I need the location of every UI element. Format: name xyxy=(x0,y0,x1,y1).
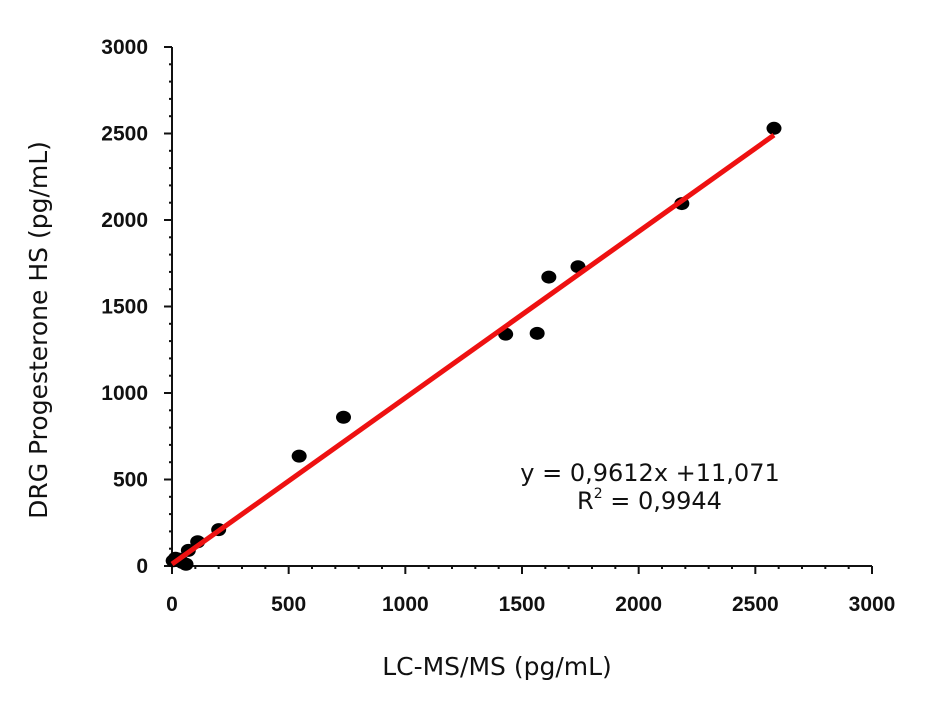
r-squared-prefix: R xyxy=(577,487,594,515)
data-point xyxy=(529,326,545,340)
trendline-group xyxy=(170,133,776,567)
x-tick-label: 0 xyxy=(166,593,178,616)
x-tick-label: 1000 xyxy=(382,593,429,616)
r-squared-superscript: 2 xyxy=(594,486,603,502)
x-tick-label: 1500 xyxy=(499,593,546,616)
y-axis-ticks: 0 500 1000 1500 2000 2500 3000 xyxy=(101,36,172,578)
y-tick-label: 1000 xyxy=(101,382,148,405)
x-tick-label: 500 xyxy=(271,593,306,616)
data-point xyxy=(178,557,194,571)
trendline xyxy=(170,133,776,567)
y-axis-title: DRG Progesterone HS (pg/mL) xyxy=(24,141,53,519)
x-axis-title: LC-MS/MS (pg/mL) xyxy=(382,652,612,681)
regression-equation: y = 0,9612x +11,071 xyxy=(520,459,779,487)
y-tick-label: 0 xyxy=(136,555,148,578)
data-point xyxy=(766,121,782,135)
data-point xyxy=(541,270,557,284)
x-axis-ticks: 0 500 1000 1500 2000 2500 3000 xyxy=(166,566,895,616)
y-tick-label: 1500 xyxy=(101,296,148,319)
data-point xyxy=(336,410,351,424)
data-point xyxy=(291,449,307,463)
x-tick-label: 2000 xyxy=(615,593,662,616)
y-tick-label: 500 xyxy=(113,469,148,492)
y-tick-label: 2500 xyxy=(101,123,148,146)
x-tick-label: 3000 xyxy=(849,593,896,616)
x-tick-label: 2500 xyxy=(732,593,779,616)
r-squared-label: R2 = 0,9944 xyxy=(577,486,722,515)
y-tick-label: 3000 xyxy=(101,36,148,59)
y-tick-label: 2000 xyxy=(101,209,148,232)
r-squared-value: = 0,9944 xyxy=(603,487,722,515)
